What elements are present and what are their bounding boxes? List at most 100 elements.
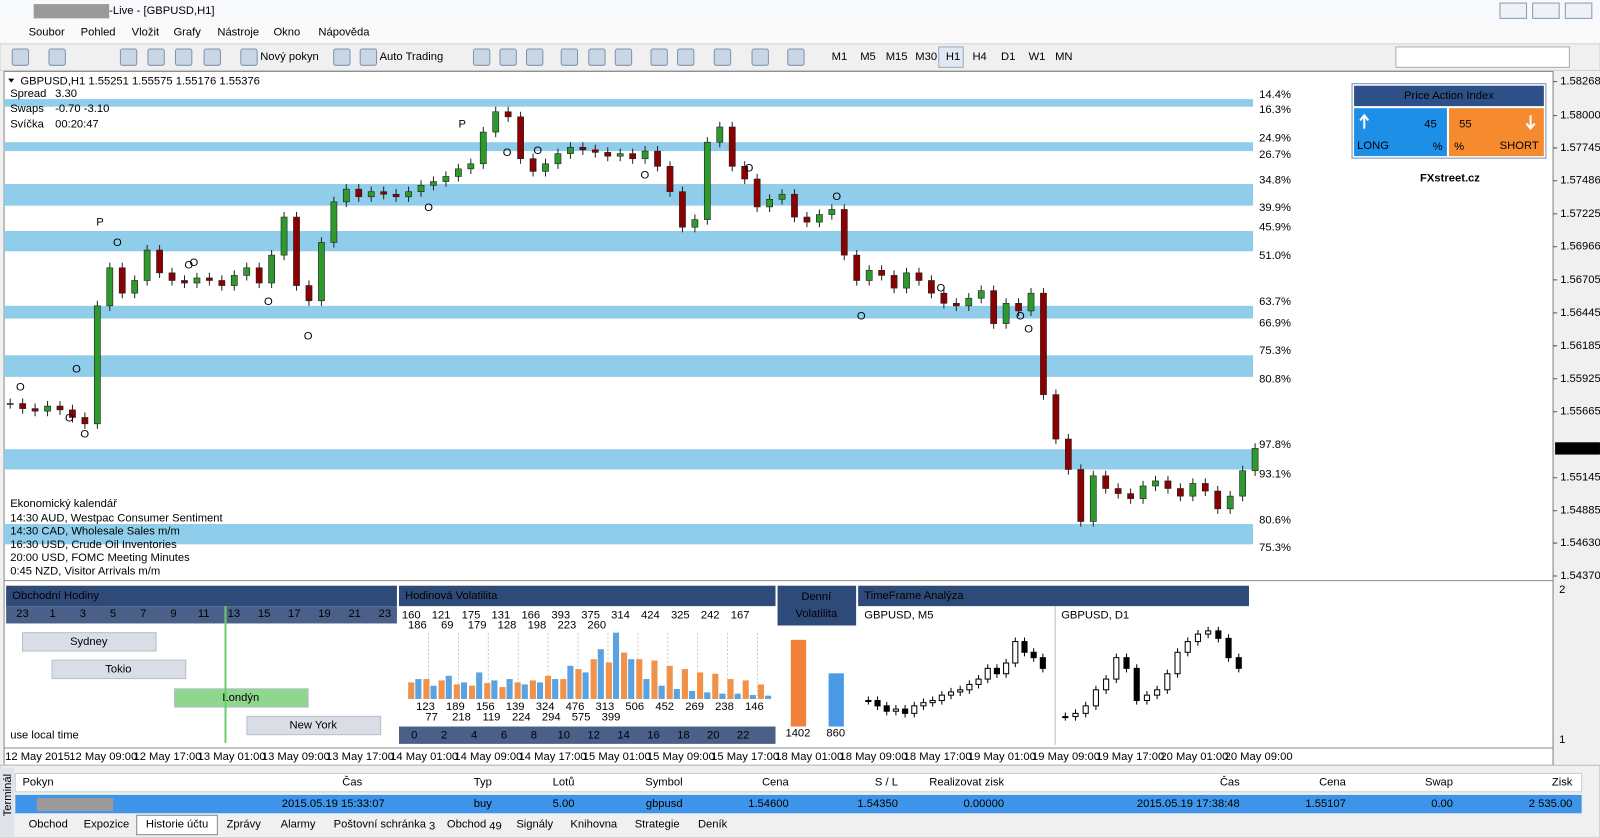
candle bbox=[865, 270, 873, 281]
column-header[interactable]: Typ bbox=[474, 777, 492, 789]
tab[interactable]: Zprávy bbox=[227, 818, 262, 830]
column-header[interactable]: Realizovat zisk bbox=[929, 777, 1004, 789]
tab[interactable]: Historie účtu bbox=[146, 818, 208, 830]
search-box bbox=[1395, 46, 1570, 68]
vol-bar bbox=[423, 679, 430, 699]
timeframe-button[interactable]: M15 bbox=[886, 51, 908, 63]
level-label: 75.3% bbox=[1259, 345, 1291, 357]
column-header[interactable]: Čas bbox=[1220, 776, 1240, 789]
panel-title: Volatilita bbox=[795, 608, 838, 620]
mini-candle bbox=[984, 667, 991, 680]
y-tick-label: 1.58268 bbox=[1560, 76, 1600, 88]
vol-number: 313 bbox=[596, 701, 615, 713]
menu-item[interactable]: Nápověda bbox=[318, 27, 370, 39]
panel-title-bar bbox=[6, 585, 397, 607]
vol-number: 269 bbox=[685, 701, 704, 713]
column-header[interactable]: Čas bbox=[342, 776, 362, 789]
calendar-event: 20:00 USD, FOMC Meeting Minutes bbox=[10, 552, 190, 564]
session-bar bbox=[21, 632, 157, 652]
tab[interactable]: Signály bbox=[516, 818, 553, 830]
menu-item[interactable]: Pohled bbox=[81, 27, 116, 39]
mini-candle bbox=[1012, 641, 1019, 664]
candle bbox=[1239, 470, 1247, 497]
column-header[interactable]: Symbol bbox=[645, 777, 682, 789]
tab-badge: 49 bbox=[489, 820, 501, 832]
menu-item[interactable]: Grafy bbox=[173, 27, 201, 39]
vol-number: 189 bbox=[446, 701, 465, 713]
vol-bar bbox=[742, 680, 749, 699]
candle bbox=[255, 267, 263, 284]
marker: O bbox=[65, 412, 74, 424]
column-header[interactable]: Cena bbox=[762, 777, 790, 789]
timeframe-button[interactable]: W1 bbox=[1029, 51, 1046, 63]
vol-number: 424 bbox=[641, 609, 660, 621]
vol-number: 123 bbox=[416, 701, 435, 713]
candle bbox=[791, 193, 798, 218]
level-label: 34.8% bbox=[1259, 175, 1291, 187]
y-tick-label: 1.56445 bbox=[1560, 307, 1600, 319]
timeframe-button[interactable]: D1 bbox=[1001, 51, 1015, 63]
column-header[interactable]: Cena bbox=[1319, 777, 1347, 789]
mini-candle bbox=[911, 705, 918, 714]
column-header[interactable]: Lotů bbox=[553, 777, 575, 789]
menu-item[interactable]: Soubor bbox=[29, 27, 65, 39]
candle bbox=[442, 176, 450, 182]
info-value: -0.70 -3.10 bbox=[55, 103, 109, 115]
current-price-box bbox=[1555, 442, 1600, 455]
column-header[interactable]: Swap bbox=[1425, 777, 1453, 789]
table-header bbox=[14, 772, 1583, 793]
y-tick-label: 1.54885 bbox=[1560, 505, 1600, 517]
timeframe-button[interactable]: M1 bbox=[832, 51, 848, 63]
menu-item[interactable]: Vložit bbox=[132, 27, 160, 39]
timeframe-button[interactable]: M5 bbox=[860, 51, 876, 63]
menu-item[interactable]: Okno bbox=[273, 27, 300, 39]
window-button bbox=[1499, 2, 1528, 19]
tab[interactable]: Obchod bbox=[447, 818, 486, 830]
menu-item[interactable]: Nástroje bbox=[217, 27, 259, 39]
vol-bar bbox=[597, 649, 604, 699]
toolbar-icon bbox=[472, 48, 491, 66]
candle bbox=[1226, 495, 1234, 510]
y-tick-label: 1.57225 bbox=[1560, 208, 1600, 220]
candle bbox=[1015, 303, 1022, 312]
timeframe-button[interactable]: H4 bbox=[972, 51, 986, 63]
panel bbox=[858, 585, 1249, 745]
mini-candle bbox=[1215, 630, 1222, 639]
timeframe-button[interactable]: M30 bbox=[915, 51, 937, 63]
mini-candle bbox=[1184, 641, 1191, 653]
toolbar-icon bbox=[713, 48, 732, 66]
hour-label: 16 bbox=[647, 730, 659, 742]
vol-number: 175 bbox=[462, 609, 481, 621]
column-header[interactable]: Zisk bbox=[1552, 777, 1573, 789]
tab[interactable]: Poštovní schránka bbox=[334, 818, 427, 830]
candle bbox=[728, 126, 736, 167]
column-header[interactable]: Pokyn bbox=[22, 777, 53, 789]
tab[interactable]: Deník bbox=[698, 818, 728, 830]
daily-bar bbox=[828, 673, 844, 727]
tab[interactable]: Obchod bbox=[29, 818, 68, 830]
marker: O bbox=[832, 191, 841, 203]
hour-label: 3 bbox=[80, 608, 86, 620]
timeframe-button[interactable]: H1 bbox=[946, 51, 960, 63]
vol-number: 260 bbox=[587, 619, 606, 631]
tab[interactable]: Alarmy bbox=[281, 818, 316, 830]
vol-bar bbox=[499, 687, 506, 699]
vol-bar bbox=[651, 660, 658, 699]
candle bbox=[517, 116, 524, 160]
candle bbox=[230, 275, 238, 286]
mini-candle bbox=[1235, 657, 1242, 669]
toolbar-button[interactable]: Auto Trading bbox=[380, 51, 444, 63]
candle bbox=[554, 153, 562, 165]
tab[interactable]: Expozice bbox=[84, 818, 130, 830]
tab[interactable]: Knihovna bbox=[570, 818, 618, 830]
candle bbox=[591, 149, 599, 153]
column-header[interactable]: S / L bbox=[875, 777, 898, 789]
pai-short-label: SHORT bbox=[1500, 140, 1539, 152]
y-tick-label: 1.56185 bbox=[1560, 340, 1600, 352]
tab[interactable]: Strategie bbox=[635, 818, 680, 830]
session-label: Londýn bbox=[222, 692, 259, 704]
hour-label: 11 bbox=[198, 608, 210, 620]
toolbar-button[interactable]: Nový pokyn bbox=[260, 51, 319, 63]
candle bbox=[542, 163, 549, 172]
timeframe-button[interactable]: MN bbox=[1055, 51, 1072, 63]
